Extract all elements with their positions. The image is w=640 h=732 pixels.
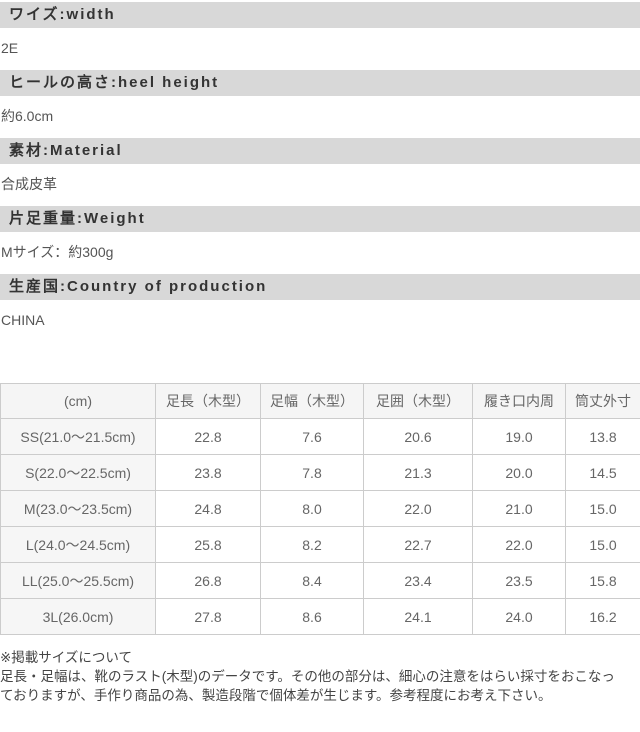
size-table-header-foot-width: 足幅（木型） bbox=[260, 383, 364, 419]
size-value-cell: 24.0 bbox=[472, 598, 566, 635]
spec-value-width: 2E bbox=[1, 40, 19, 56]
spec-heading-heel-height: ヒールの高さ:heel height bbox=[0, 70, 640, 96]
size-label-cell: L(24.0〜24.5cm) bbox=[0, 526, 156, 563]
size-table-header-foot-circumference: 足囲（木型） bbox=[363, 383, 473, 419]
size-table-header-foot-length: 足長（木型） bbox=[155, 383, 261, 419]
size-value-cell: 14.5 bbox=[565, 454, 640, 491]
size-value-cell: 8.2 bbox=[260, 526, 364, 563]
size-value-cell: 15.8 bbox=[565, 562, 640, 599]
size-value-cell: 21.3 bbox=[363, 454, 473, 491]
size-value-cell: 22.0 bbox=[363, 490, 473, 527]
spec-heading-width: ワイズ:width bbox=[0, 2, 640, 28]
size-label-cell: LL(25.0〜25.5cm) bbox=[0, 562, 156, 599]
table-row-m: M(23.0〜23.5cm) 24.8 8.0 22.0 21.0 15.0 bbox=[0, 490, 640, 527]
table-row-l: L(24.0〜24.5cm) 25.8 8.2 22.7 22.0 15.0 bbox=[0, 526, 640, 563]
size-value-cell: 7.8 bbox=[260, 454, 364, 491]
spec-value-country: CHINA bbox=[1, 312, 45, 328]
size-value-cell: 13.8 bbox=[565, 418, 640, 455]
size-label-cell: M(23.0〜23.5cm) bbox=[0, 490, 156, 527]
size-value-cell: 16.2 bbox=[565, 598, 640, 635]
size-value-cell: 15.0 bbox=[565, 490, 640, 527]
size-value-cell: 20.6 bbox=[363, 418, 473, 455]
size-value-cell: 26.8 bbox=[155, 562, 261, 599]
size-table: (cm) 足長（木型） 足幅（木型） 足囲（木型） 履き口内周 筒丈外寸 SS(… bbox=[0, 383, 640, 635]
size-table-header-shaft: 筒丈外寸 bbox=[565, 383, 640, 419]
size-value-cell: 22.8 bbox=[155, 418, 261, 455]
size-label-cell: SS(21.0〜21.5cm) bbox=[0, 418, 156, 455]
size-value-cell: 19.0 bbox=[472, 418, 566, 455]
table-row-ll: LL(25.0〜25.5cm) 26.8 8.4 23.4 23.5 15.8 bbox=[0, 562, 640, 599]
size-value-cell: 25.8 bbox=[155, 526, 261, 563]
size-label-cell: S(22.0〜22.5cm) bbox=[0, 454, 156, 491]
size-value-cell: 7.6 bbox=[260, 418, 364, 455]
spec-value-material: 合成皮革 bbox=[1, 176, 57, 192]
product-spec-page: ワイズ:width 2E ヒールの高さ:heel height 約6.0cm 素… bbox=[0, 2, 640, 703]
size-table-header-opening: 履き口内周 bbox=[472, 383, 566, 419]
table-row-ss: SS(21.0〜21.5cm) 22.8 7.6 20.6 19.0 13.8 bbox=[0, 418, 640, 455]
size-value-cell: 22.0 bbox=[472, 526, 566, 563]
size-value-cell: 22.7 bbox=[363, 526, 473, 563]
size-notes: ※掲載サイズについて 足長・足幅は、靴のラスト(木型)のデータです。その他の部分… bbox=[0, 650, 615, 703]
spec-value-heel-height: 約6.0cm bbox=[1, 108, 54, 124]
spec-heading-weight: 片足重量:Weight bbox=[0, 206, 640, 232]
spec-value-weight: Mサイズ：約300g bbox=[1, 244, 114, 260]
size-value-cell: 20.0 bbox=[472, 454, 566, 491]
size-value-cell: 24.1 bbox=[363, 598, 473, 635]
size-value-cell: 23.5 bbox=[472, 562, 566, 599]
size-value-cell: 15.0 bbox=[565, 526, 640, 563]
size-value-cell: 8.6 bbox=[260, 598, 364, 635]
spec-heading-material: 素材:Material bbox=[0, 138, 640, 164]
spec-heading-country: 生産国:Country of production bbox=[0, 274, 640, 300]
size-value-cell: 23.4 bbox=[363, 562, 473, 599]
size-value-cell: 21.0 bbox=[472, 490, 566, 527]
size-table-header-row: (cm) 足長（木型） 足幅（木型） 足囲（木型） 履き口内周 筒丈外寸 bbox=[0, 383, 640, 419]
size-value-cell: 23.8 bbox=[155, 454, 261, 491]
size-table-header-cm: (cm) bbox=[0, 383, 156, 419]
size-value-cell: 24.8 bbox=[155, 490, 261, 527]
size-value-cell: 8.0 bbox=[260, 490, 364, 527]
size-value-cell: 8.4 bbox=[260, 562, 364, 599]
table-row-s: S(22.0〜22.5cm) 23.8 7.8 21.3 20.0 14.5 bbox=[0, 454, 640, 491]
table-row-3l: 3L(26.0cm) 27.8 8.6 24.1 24.0 16.2 bbox=[0, 598, 640, 635]
size-label-cell: 3L(26.0cm) bbox=[0, 598, 156, 635]
size-value-cell: 27.8 bbox=[155, 598, 261, 635]
